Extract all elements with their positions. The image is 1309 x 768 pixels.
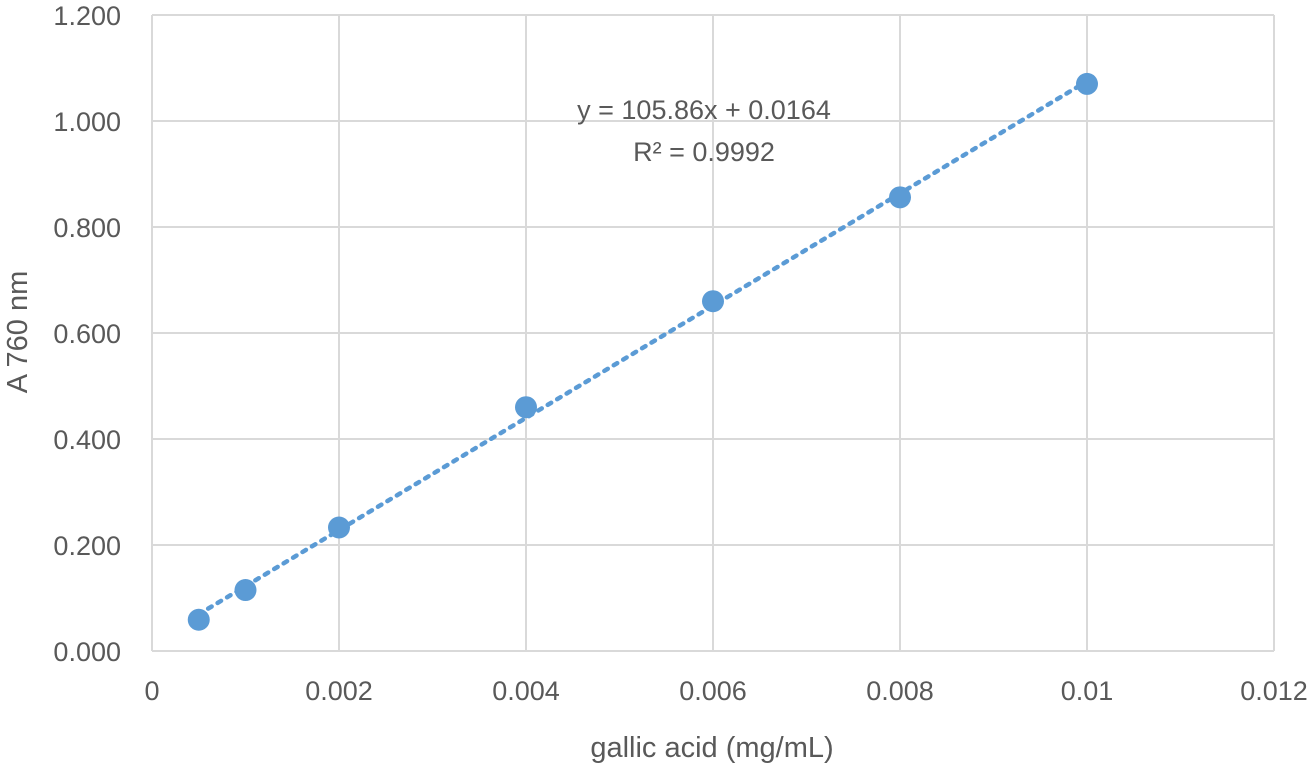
y-tick-label: 0.800 [53,213,121,243]
y-tick-label: 1.200 [53,1,121,31]
y-tick-label: 0.400 [53,425,121,455]
x-tick-label: 0.002 [305,676,373,706]
data-point [702,290,724,313]
y-tick-label: 1.000 [53,107,121,137]
x-tick-label: 0 [144,676,159,706]
y-tick-label: 0.600 [53,319,121,349]
trendline-equation: y = 105.86x + 0.0164 [577,95,831,125]
data-point [234,579,257,602]
y-tick-label: 0.000 [53,637,121,667]
x-tick-label: 0.004 [492,676,560,706]
data-point [1076,72,1098,95]
data-point [889,186,911,209]
y-tick-labels: 0.000 0.200 0.400 0.600 0.800 1.000 1.200 [53,1,121,667]
data-point [328,516,350,539]
data-point [187,608,210,631]
trendline-r-squared: R² = 0.9992 [633,137,775,167]
x-tick-label: 0.006 [679,676,747,706]
x-tick-label: 0.01 [1061,676,1114,706]
trendline [196,79,1090,617]
trendline-layer [196,79,1090,617]
x-axis-title: gallic acid (mg/mL) [590,732,833,764]
grid [151,14,1275,652]
y-tick-label: 0.200 [53,531,121,561]
x-tick-label: 0.008 [866,676,934,706]
x-tick-labels: 0 0.002 0.004 0.006 0.008 0.01 0.012 [144,676,1307,706]
data-points [187,72,1098,631]
data-point [515,396,537,419]
x-tick-label: 0.012 [1240,676,1308,706]
y-axis-title: A 760 nm [2,271,34,394]
